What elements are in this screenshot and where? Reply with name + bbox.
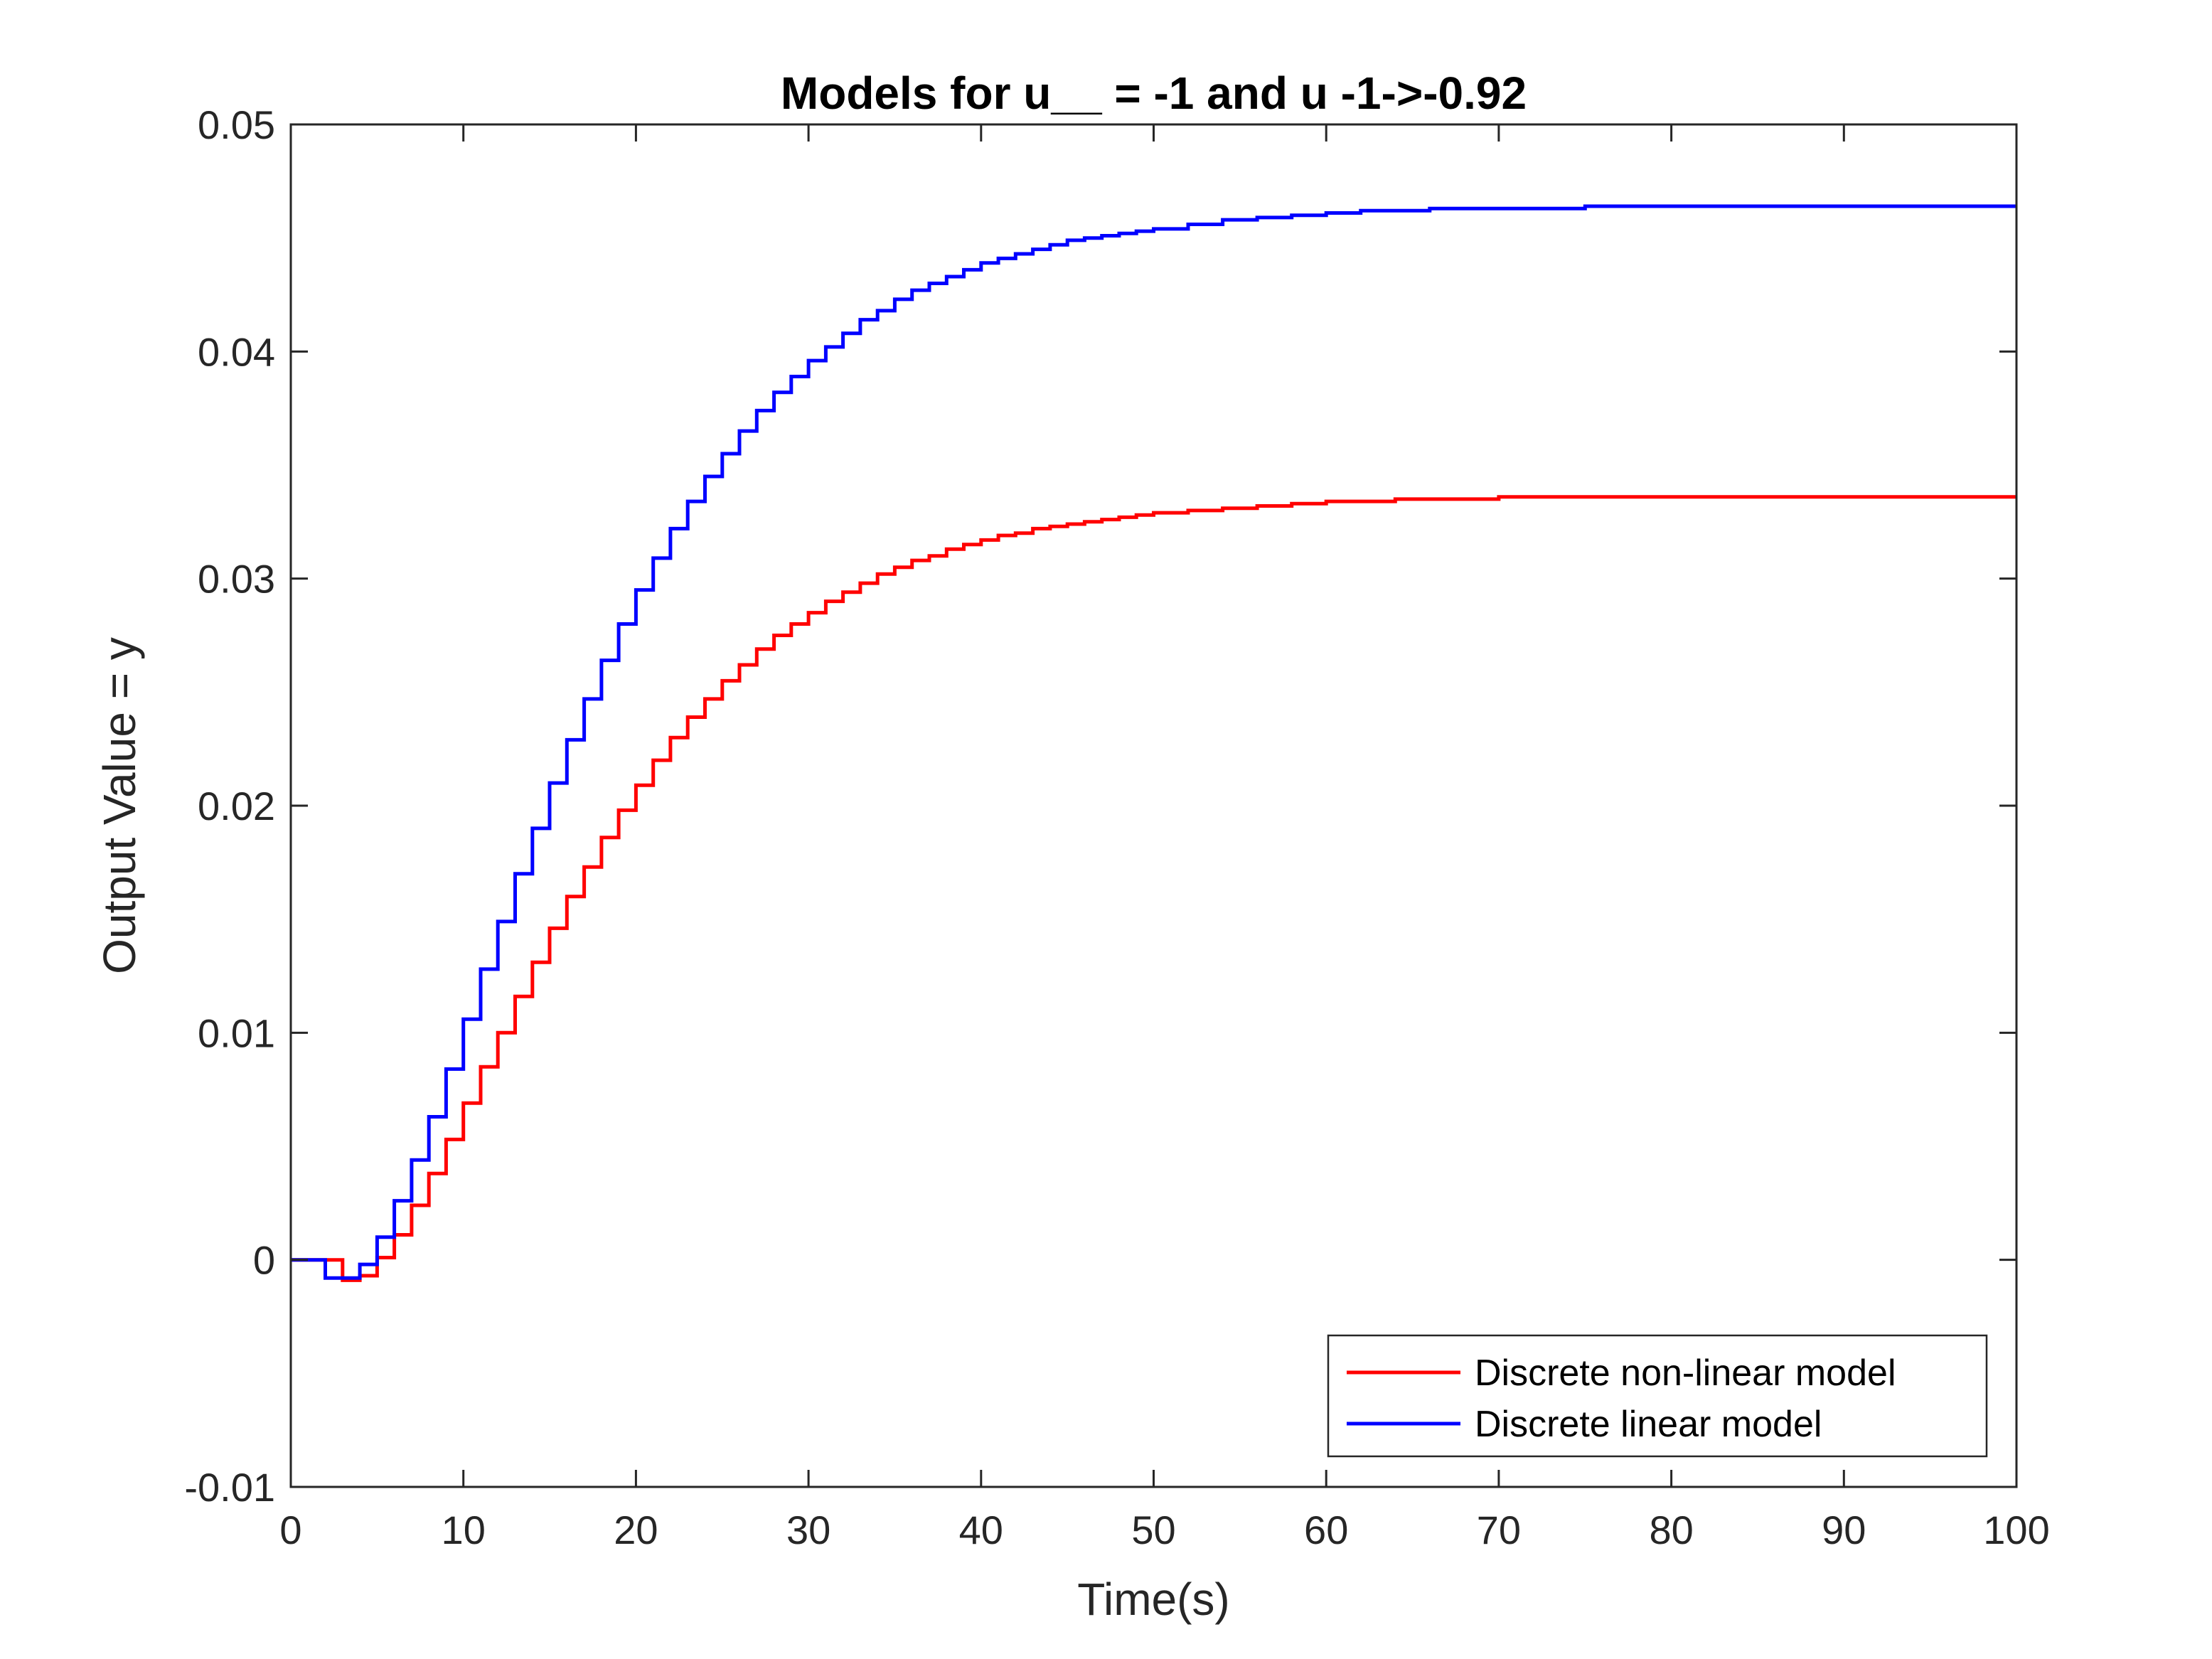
plot-area: [291, 124, 2016, 1487]
x-tick-label: 80: [1649, 1508, 1693, 1552]
legend-entry-1: Discrete non-linear model: [1475, 1353, 1896, 1394]
x-tick-label: 20: [614, 1508, 658, 1552]
y-tick-label: 0.04: [198, 329, 275, 374]
series-line-2: [291, 204, 2016, 1280]
x-tick-label: 100: [1983, 1508, 2049, 1552]
y-tick-label: 0.05: [198, 102, 275, 147]
legend-box: [1327, 1334, 1988, 1458]
x-tick-label: 0: [279, 1508, 301, 1552]
y-tick-label: 0: [253, 1238, 275, 1283]
x-tick-label: 70: [1477, 1508, 1521, 1552]
x-tick-label: 60: [1304, 1508, 1348, 1552]
legend-entry-2: Discrete linear model: [1475, 1404, 1822, 1445]
y-tick-label: 0.02: [198, 784, 275, 828]
x-tick-label: 50: [1131, 1508, 1175, 1552]
chart-title: Models for u__ = -1 and u -1->-0.92: [781, 68, 1527, 119]
series-layer: [291, 204, 2016, 1282]
y-tick-label: 0.01: [198, 1010, 275, 1055]
x-tick-label: 30: [786, 1508, 830, 1552]
y-tick-label: 0.03: [198, 557, 275, 602]
x-tick-label: 40: [959, 1508, 1003, 1552]
x-axis-ticks: 0 10 20 30 40 50 60 70 80 90 100: [279, 124, 2050, 1552]
y-axis-label: Output Value = y: [94, 637, 145, 974]
y-axis-ticks: -0.01 0 0.01 0.02 0.03 0.04 0.05: [184, 102, 2016, 1510]
x-axis-label: Time(s): [1077, 1574, 1229, 1625]
legend: Discrete non-linear model Discrete linear…: [1327, 1334, 1988, 1458]
x-tick-label: 10: [442, 1508, 486, 1552]
series-line-1: [291, 495, 2016, 1282]
y-tick-label: -0.01: [184, 1465, 275, 1510]
x-tick-label: 90: [1822, 1508, 1866, 1552]
